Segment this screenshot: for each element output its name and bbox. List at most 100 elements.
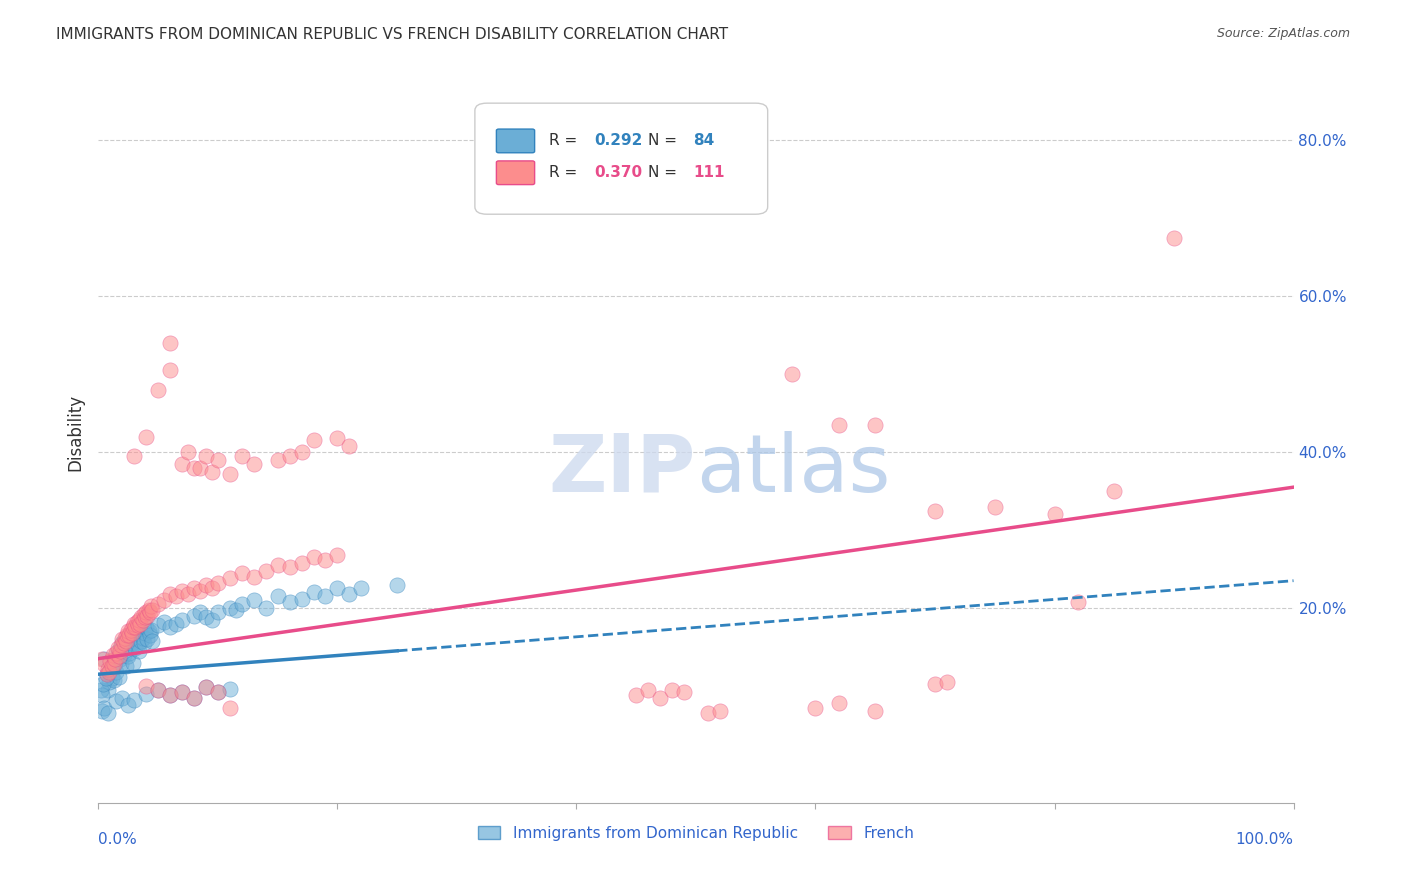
- Point: [1067, 595, 1090, 609]
- FancyBboxPatch shape: [496, 129, 534, 153]
- Point: [984, 500, 1007, 514]
- Point: [1163, 231, 1185, 245]
- Point: [124, 641, 146, 656]
- Point: [924, 677, 946, 691]
- Point: [219, 700, 242, 714]
- Point: [107, 641, 129, 656]
- Point: [115, 632, 138, 647]
- Point: [148, 682, 170, 697]
- Point: [124, 449, 146, 463]
- Point: [183, 582, 205, 596]
- Point: [865, 417, 887, 432]
- Point: [105, 694, 128, 708]
- Point: [159, 688, 181, 702]
- Point: [124, 628, 146, 642]
- Point: [104, 656, 127, 670]
- Point: [159, 336, 181, 351]
- Point: [110, 639, 132, 653]
- Point: [243, 593, 266, 607]
- Point: [120, 623, 142, 637]
- Point: [129, 616, 152, 631]
- Point: [195, 449, 218, 463]
- Point: [302, 550, 325, 565]
- Point: [159, 363, 181, 377]
- Point: [207, 453, 229, 467]
- Point: [91, 704, 114, 718]
- Point: [111, 632, 134, 647]
- Point: [291, 445, 314, 459]
- Point: [136, 608, 159, 623]
- Point: [100, 659, 122, 673]
- Point: [350, 582, 373, 596]
- Point: [124, 693, 146, 707]
- Point: [129, 624, 152, 639]
- Point: [132, 636, 155, 650]
- Point: [104, 651, 127, 665]
- Point: [148, 597, 170, 611]
- Point: [219, 467, 242, 481]
- Point: [278, 560, 301, 574]
- Text: Source: ZipAtlas.com: Source: ZipAtlas.com: [1216, 27, 1350, 40]
- Point: [91, 688, 114, 702]
- Point: [177, 587, 200, 601]
- Text: IMMIGRANTS FROM DOMINICAN REPUBLIC VS FRENCH DISABILITY CORRELATION CHART: IMMIGRANTS FROM DOMINICAN REPUBLIC VS FR…: [56, 27, 728, 42]
- Point: [231, 597, 253, 611]
- Point: [183, 690, 205, 705]
- Legend: Immigrants from Dominican Republic, French: Immigrants from Dominican Republic, Fren…: [471, 820, 921, 847]
- Point: [93, 700, 115, 714]
- Point: [207, 576, 229, 591]
- Point: [148, 682, 170, 697]
- Text: 0.0%: 0.0%: [98, 832, 138, 847]
- Point: [302, 434, 325, 448]
- Point: [114, 641, 136, 656]
- Point: [110, 657, 132, 671]
- Point: [139, 605, 162, 619]
- Point: [103, 673, 125, 687]
- Point: [315, 552, 337, 566]
- FancyBboxPatch shape: [475, 103, 768, 214]
- FancyBboxPatch shape: [496, 161, 534, 185]
- Text: 111: 111: [693, 164, 725, 179]
- Point: [828, 696, 851, 710]
- Point: [131, 633, 153, 648]
- Point: [254, 601, 277, 615]
- Point: [115, 628, 138, 642]
- Point: [148, 383, 170, 397]
- Point: [278, 595, 301, 609]
- Point: [138, 624, 160, 639]
- Point: [107, 644, 129, 658]
- Point: [207, 605, 229, 619]
- Point: [101, 659, 124, 673]
- Point: [165, 616, 187, 631]
- Point: [125, 632, 148, 647]
- Point: [131, 631, 153, 645]
- Y-axis label: Disability: Disability: [66, 394, 84, 471]
- Point: [127, 639, 149, 653]
- Point: [141, 633, 163, 648]
- Point: [105, 646, 128, 660]
- Point: [111, 636, 134, 650]
- Point: [637, 682, 659, 697]
- Point: [172, 613, 194, 627]
- Point: [153, 615, 176, 629]
- Point: [112, 648, 135, 662]
- Text: R =: R =: [548, 133, 582, 148]
- Point: [117, 698, 139, 713]
- Point: [195, 681, 218, 695]
- Point: [91, 651, 114, 665]
- Point: [148, 618, 170, 632]
- Point: [135, 429, 157, 443]
- Point: [90, 682, 112, 697]
- Point: [111, 690, 134, 705]
- Point: [385, 577, 409, 591]
- Point: [96, 667, 118, 681]
- Point: [661, 682, 683, 697]
- Point: [134, 610, 156, 624]
- Point: [231, 566, 253, 580]
- Point: [865, 704, 887, 718]
- Point: [804, 700, 827, 714]
- Point: [125, 615, 148, 629]
- Point: [243, 570, 266, 584]
- Point: [339, 439, 361, 453]
- Point: [136, 632, 159, 647]
